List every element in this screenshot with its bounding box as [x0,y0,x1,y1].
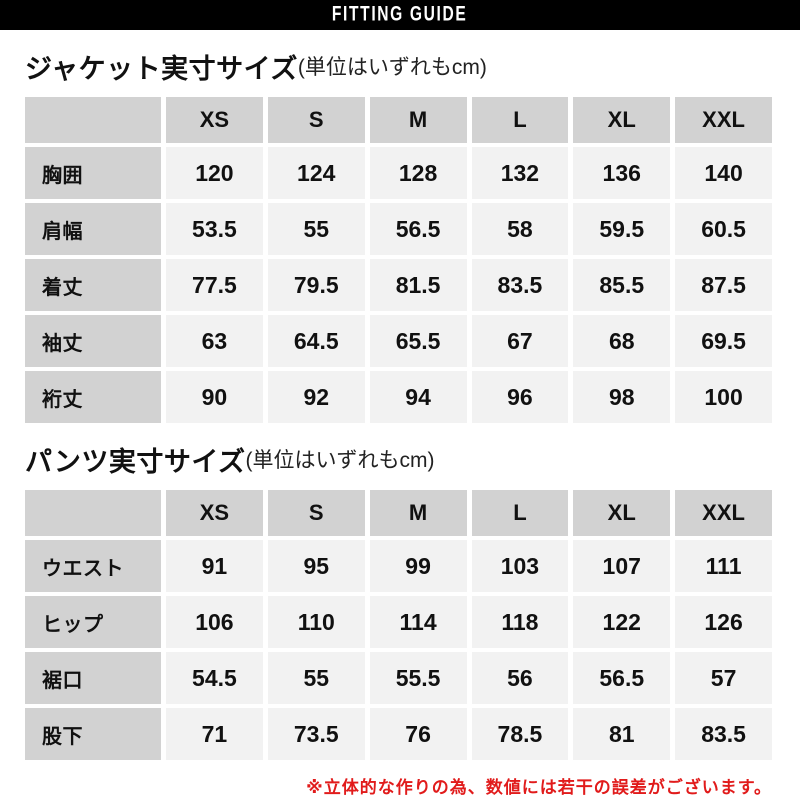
size-value-cell: 65.5 [369,315,467,367]
size-value-cell: 132 [471,147,569,199]
size-value-cell: 67 [471,315,569,367]
size-value-cell: 55 [267,203,365,255]
size-column-header: S [267,97,365,143]
size-value-cell: 98 [573,371,671,423]
row-label-cell: 股下 [25,708,161,760]
size-value-cell: 95 [267,540,365,592]
size-value-cell: 96 [471,371,569,423]
size-value-cell: 87.5 [675,259,772,311]
size-value-cell: 56.5 [369,203,467,255]
size-value-cell: 77.5 [166,259,263,311]
size-value-cell: 106 [166,596,263,648]
size-value-cell: 73.5 [267,708,365,760]
size-column-header: XXL [675,490,772,536]
size-value-cell: 55.5 [369,652,467,704]
pants-size-table: XS S M L XL XXL ウエスト 91 95 99 103 107 111 ヒップ 106 110 11… [25,490,772,760]
size-value-cell: 85.5 [573,259,671,311]
jacket-section-title: ジャケット実寸サイズ [25,53,298,84]
size-value-cell: 90 [166,371,263,423]
size-column-header: XL [573,97,671,143]
size-value-cell: 68 [573,315,671,367]
size-value-cell: 69.5 [675,315,772,367]
jacket-section-unit-note: (単位はいずれもcm) [297,56,487,79]
row-label-cell: 肩幅 [25,203,161,255]
size-value-cell: 140 [675,147,772,199]
page-content: ジャケット実寸サイズ (単位はいずれもcm) XS S M L XL XXL 胸囲 120 124… [0,45,800,798]
size-value-cell: 81.5 [369,259,467,311]
size-value-cell: 76 [369,708,467,760]
fitting-guide-banner: FITTING GUIDE [0,0,800,30]
row-label-cell: 袖丈 [25,315,161,367]
size-value-cell: 94 [369,371,467,423]
size-column-header: L [471,490,569,536]
size-value-cell: 83.5 [675,708,772,760]
size-value-cell: 122 [573,596,671,648]
table-corner-cell [25,97,161,143]
size-value-cell: 60.5 [675,203,772,255]
size-column-header: XXL [675,97,772,143]
size-value-cell: 91 [166,540,263,592]
row-label-cell: 裾口 [25,652,161,704]
size-value-cell: 124 [267,147,365,199]
size-value-cell: 99 [369,540,467,592]
pants-section-heading: パンツ実寸サイズ (単位はいずれもcm) [25,438,772,480]
row-label-cell: 裄丈 [25,371,161,423]
jacket-size-table: XS S M L XL XXL 胸囲 120 124 128 132 136 140 肩幅 53.5 55 56… [25,97,772,423]
size-value-cell: 56.5 [573,652,671,704]
size-value-cell: 107 [573,540,671,592]
size-value-cell: 81 [573,708,671,760]
size-value-cell: 54.5 [166,652,263,704]
size-value-cell: 110 [267,596,365,648]
size-column-header: M [369,97,467,143]
row-label-cell: ウエスト [25,540,161,592]
size-value-cell: 71 [166,708,263,760]
size-value-cell: 111 [675,540,772,592]
size-value-cell: 64.5 [267,315,365,367]
size-value-cell: 55 [267,652,365,704]
row-label-cell: 着丈 [25,259,161,311]
size-value-cell: 128 [369,147,467,199]
size-column-header: XL [573,490,671,536]
size-value-cell: 120 [166,147,263,199]
row-label-cell: ヒップ [25,596,161,648]
pants-section-title: パンツ実寸サイズ [25,446,246,477]
size-value-cell: 59.5 [573,203,671,255]
disclaimer-note: ※立体的な作りの為、数値には若干の誤差がございます。 [306,778,772,797]
size-value-cell: 79.5 [267,259,365,311]
size-column-header: M [369,490,467,536]
size-value-cell: 114 [369,596,467,648]
size-column-header: S [267,490,365,536]
size-value-cell: 100 [675,371,772,423]
size-value-cell: 57 [675,652,772,704]
size-value-cell: 63 [166,315,263,367]
size-value-cell: 126 [675,596,772,648]
size-value-cell: 53.5 [166,203,263,255]
banner-title: FITTING GUIDE [332,2,468,27]
size-value-cell: 92 [267,371,365,423]
size-column-header: XS [166,490,263,536]
size-column-header: L [471,97,569,143]
size-value-cell: 78.5 [471,708,569,760]
table-corner-cell [25,490,161,536]
size-value-cell: 83.5 [471,259,569,311]
size-value-cell: 56 [471,652,569,704]
pants-section-unit-note: (単位はいずれもcm) [245,449,435,472]
size-value-cell: 58 [471,203,569,255]
size-value-cell: 136 [573,147,671,199]
size-value-cell: 118 [471,596,569,648]
row-label-cell: 胸囲 [25,147,161,199]
size-column-header: XS [166,97,263,143]
size-value-cell: 103 [471,540,569,592]
jacket-section-heading: ジャケット実寸サイズ (単位はいずれもcm) [25,45,772,87]
